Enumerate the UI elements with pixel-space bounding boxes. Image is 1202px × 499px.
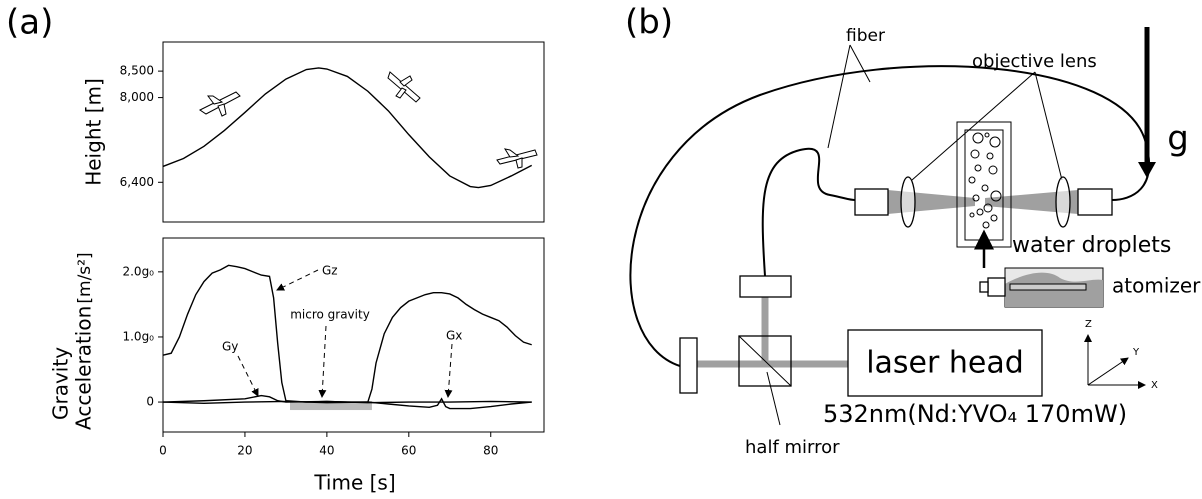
- span-band: [290, 401, 372, 411]
- airplane-icon: [199, 71, 538, 169]
- x-axis-label: Time [s]: [313, 471, 395, 495]
- data-line: [162, 394, 532, 404]
- label: atomizer: [1112, 274, 1201, 298]
- pointer: [827, 44, 851, 149]
- coupler: [739, 275, 792, 298]
- annotation: Gx: [446, 329, 462, 343]
- annotation: micro gravity: [290, 308, 370, 322]
- half-mirror: [738, 335, 792, 387]
- atomizer-part: [1009, 283, 1087, 291]
- plot-frame: [162, 237, 545, 433]
- pointer: [766, 371, 781, 426]
- label: g: [1167, 119, 1189, 159]
- label: half mirror: [745, 437, 840, 458]
- axis-name: Y: [1132, 347, 1140, 358]
- x-tick-label: 0: [159, 444, 167, 458]
- y-axis-unit: [m/s²]: [75, 252, 95, 303]
- droplets: [968, 132, 1002, 229]
- y-tick-label: 8,500: [120, 64, 154, 78]
- x-tick-label: 60: [401, 444, 416, 458]
- collimator: [854, 188, 889, 216]
- axis-name: X: [1151, 380, 1158, 391]
- lens: [900, 176, 916, 228]
- annotation-arrow: [237, 269, 453, 398]
- plot-frame: [162, 41, 545, 223]
- y-tick-label: 2.0g₀: [122, 264, 154, 278]
- y-tick-label: 1.0g₀: [122, 329, 154, 343]
- data-line: [162, 264, 532, 403]
- panel-label: (b): [625, 3, 673, 43]
- label: laser head: [866, 346, 1024, 381]
- beam: [888, 190, 1078, 214]
- coordinate-axes: [1084, 334, 1146, 389]
- x-tick-label: 40: [319, 444, 334, 458]
- pointer: [1034, 71, 1063, 181]
- lens: [1055, 176, 1071, 228]
- panel-label: (a): [6, 3, 53, 43]
- y-axis-label: Acceleration: [72, 306, 96, 430]
- fiber: [629, 65, 1151, 367]
- diagram: (b) fiber objective lens g water droplet…: [625, 3, 1201, 459]
- label: water droplets: [1012, 233, 1171, 258]
- label: 532nm(Nd:YVO₄ 170mW): [823, 400, 1127, 428]
- half-mirror: [738, 335, 792, 387]
- label: objective lens: [972, 51, 1097, 72]
- data-line: [162, 397, 532, 410]
- x-tick-label: 20: [237, 444, 252, 458]
- pointer: [849, 44, 871, 83]
- coupler: [679, 337, 698, 394]
- y-axis-label: Height [m]: [82, 78, 106, 186]
- annotation: Gy: [222, 340, 238, 354]
- y-axis-label: Gravity: [49, 347, 73, 420]
- annotation: Gz: [322, 264, 338, 278]
- laser-head: [847, 329, 1043, 397]
- gravity-arrow: [1138, 162, 1156, 178]
- axis-name: Z: [1085, 319, 1092, 330]
- atomizer-part: [987, 277, 1006, 297]
- y-tick-label: 6,400: [120, 175, 154, 189]
- y-tick-label: 8,000: [120, 90, 154, 104]
- y-tick-label: 0: [146, 395, 154, 409]
- pointer: [911, 71, 1036, 181]
- collimator: [1077, 188, 1113, 216]
- data-line: [162, 67, 533, 189]
- label: fiber: [846, 26, 885, 46]
- atomizer-part: [979, 281, 989, 293]
- x-tick-label: 80: [483, 444, 498, 458]
- fiber: [761, 147, 856, 277]
